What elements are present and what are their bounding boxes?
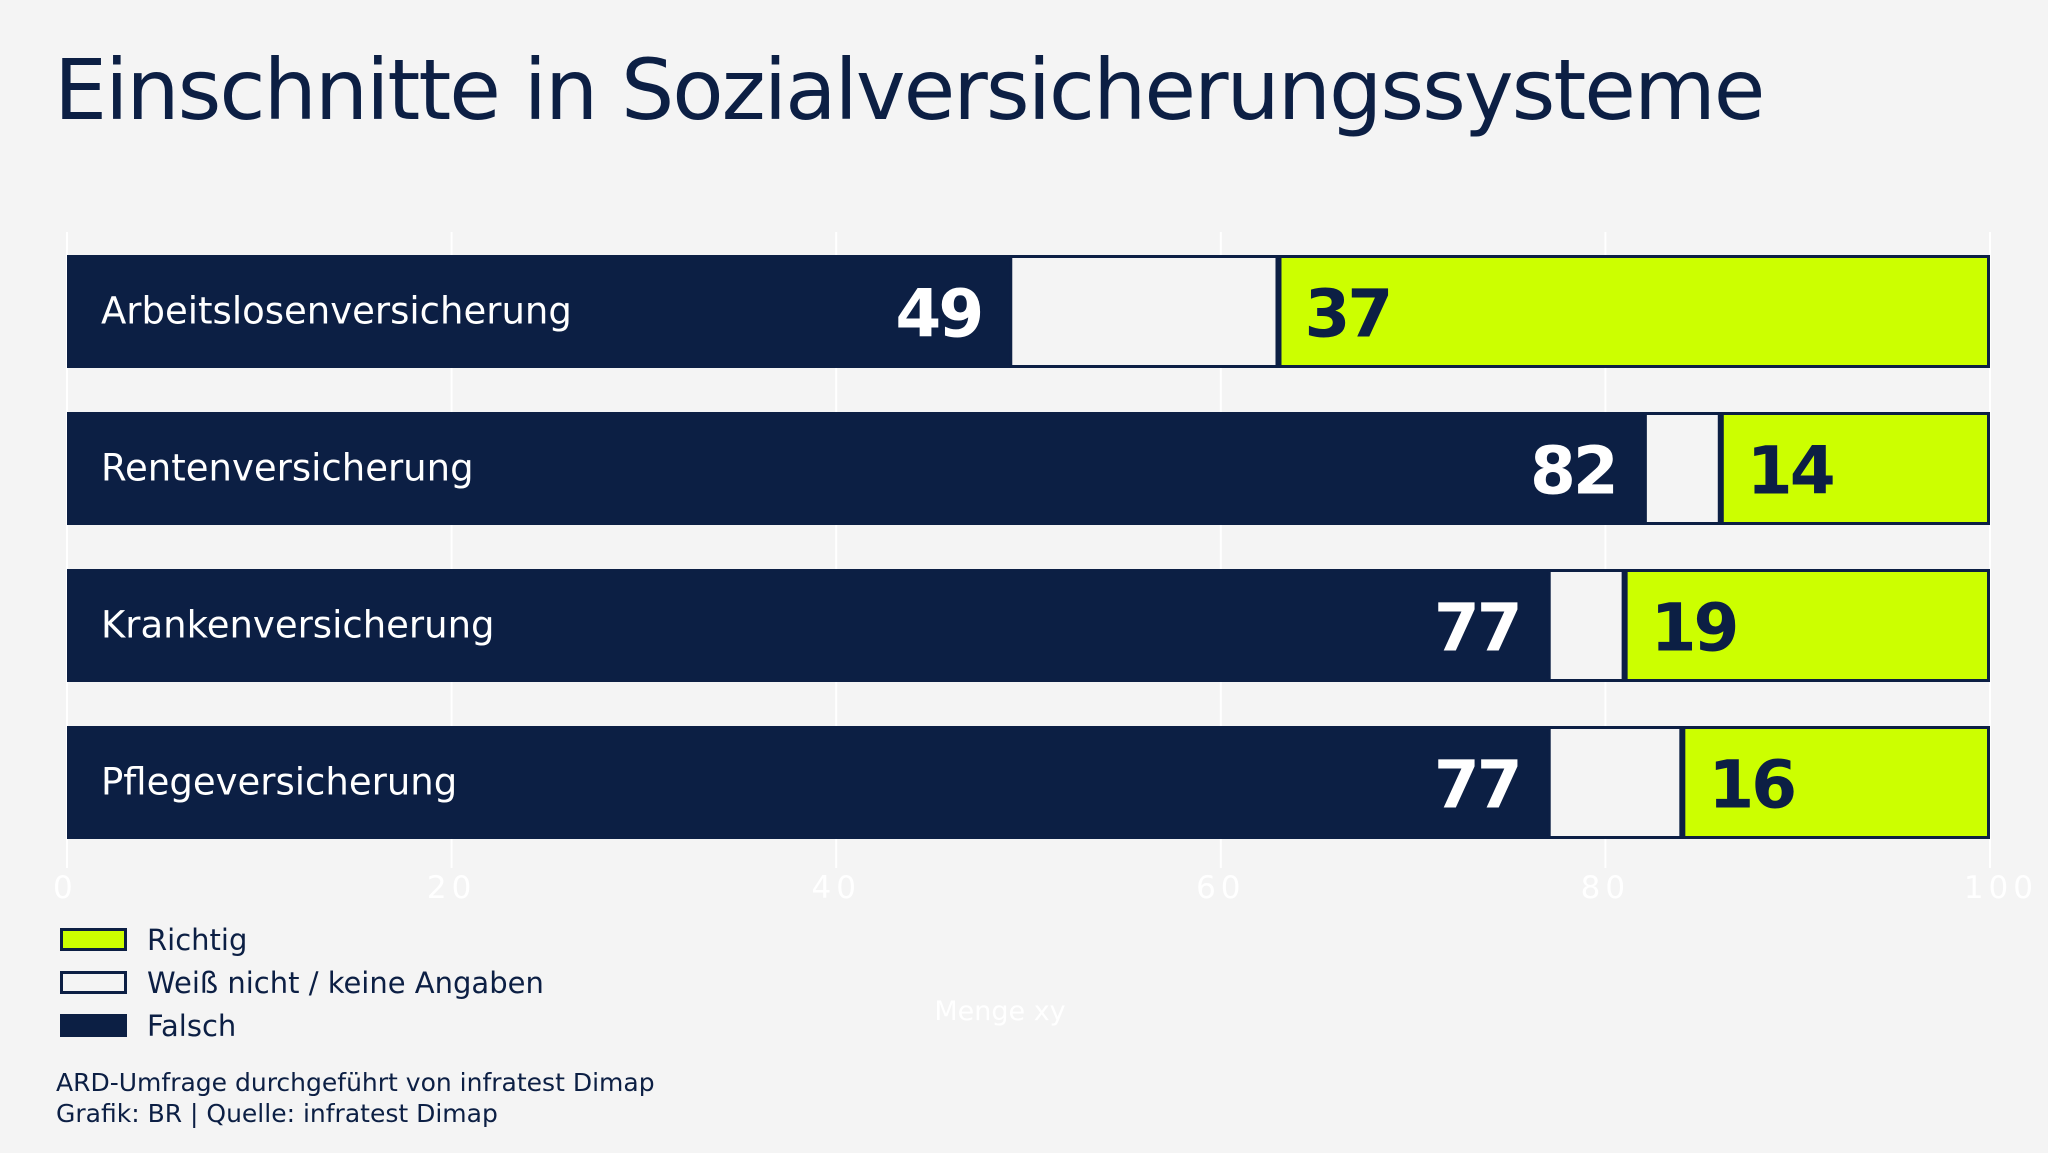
category-label-arbeitslosenversicherung: Arbeitslosenversicherung [101,290,572,333]
x-tick-label-20: 20 [427,870,476,906]
x-axis-title: Menge xy [934,996,1065,1027]
bar-falsch-rentenversicherung [67,412,1644,525]
footer-survey-note: ARD-Umfrage durchgeführt von infratest D… [56,1068,655,1097]
bar-richtig-arbeitslosenversicherung [1281,258,1987,365]
data-label-falsch-pflegeversicherung: 77 [1434,747,1520,824]
footer: ARD-Umfrage durchgeführt von infratest D… [56,1067,655,1129]
x-tick-label-100: 100 [1964,870,2038,906]
legend-label-richtig: Richtig [147,922,248,957]
category-label-pflegeversicherung: Pflegeversicherung [101,761,457,804]
data-label-richtig-arbeitslosenversicherung: 37 [1304,276,1390,353]
bar-falsch-krankenversicherung [67,569,1548,682]
legend-label-weiss-nicht: Weiß nicht / keine Angaben [147,965,544,1000]
legend-item-richtig: Richtig [60,918,544,961]
bar-richtig-krankenversicherung [1627,572,1987,679]
chart-title: Einschnitte in Sozialversicherungssystem… [54,41,1765,139]
category-label-rentenversicherung: Rentenversicherung [101,447,474,490]
bar-weiss-nicht-rentenversicherung [1646,415,1718,522]
bar-richtig-rentenversicherung [1723,415,1987,522]
data-label-richtig-pflegeversicherung: 16 [1708,747,1794,824]
x-tick-label-0: 0 [53,870,78,906]
footer-source: Grafik: BR | Quelle: infratest Dimap [56,1099,498,1128]
legend-swatch-richtig [60,928,127,951]
data-label-falsch-arbeitslosenversicherung: 49 [895,276,981,353]
bar-weiss-nicht-krankenversicherung [1550,572,1622,679]
legend-item-falsch: Falsch [60,1004,544,1047]
legend: Richtig Weiß nicht / keine Angaben Falsc… [60,918,544,1047]
x-tick-label-60: 60 [1196,870,1245,906]
bar-falsch-pflegeversicherung [67,726,1548,839]
bar-weiss-nicht-pflegeversicherung [1550,729,1680,836]
legend-label-falsch: Falsch [147,1008,237,1043]
x-tick-label-40: 40 [811,870,860,906]
bar-falsch-arbeitslosenversicherung [67,255,1010,368]
data-label-falsch-krankenversicherung: 77 [1434,590,1520,667]
bar-weiss-nicht-arbeitslosenversicherung [1012,258,1276,365]
data-label-richtig-krankenversicherung: 19 [1651,590,1737,667]
bar-richtig-pflegeversicherung [1685,729,1987,836]
data-label-richtig-rentenversicherung: 14 [1747,433,1833,510]
legend-swatch-weiss-nicht [60,971,127,994]
data-label-falsch-rentenversicherung: 82 [1530,433,1616,510]
category-label-krankenversicherung: Krankenversicherung [101,604,495,647]
legend-item-weiss-nicht: Weiß nicht / keine Angaben [60,961,544,1004]
legend-swatch-falsch [60,1014,127,1037]
x-tick-label-80: 80 [1581,870,1630,906]
